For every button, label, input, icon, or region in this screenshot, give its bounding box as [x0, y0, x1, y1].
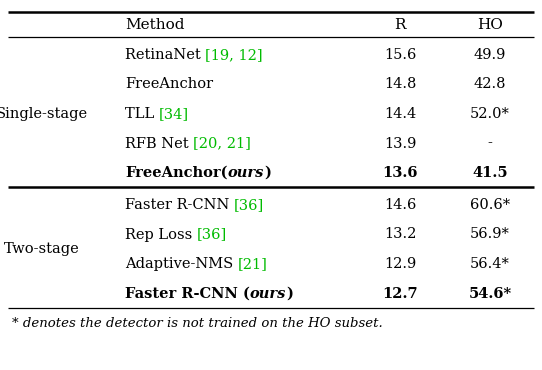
Text: 12.9: 12.9 — [384, 257, 416, 271]
Text: [19, 12]: [19, 12] — [205, 48, 263, 62]
Text: Faster R-CNN: Faster R-CNN — [125, 198, 234, 212]
Text: 54.6*: 54.6* — [468, 286, 512, 300]
Text: ours: ours — [228, 166, 264, 180]
Text: HO: HO — [477, 18, 503, 32]
Text: ): ) — [264, 166, 271, 180]
Text: 13.6: 13.6 — [382, 166, 418, 180]
Text: FreeAnchor(: FreeAnchor( — [125, 166, 228, 180]
Text: 49.9: 49.9 — [474, 48, 506, 62]
Text: 14.8: 14.8 — [384, 77, 416, 91]
Text: FreeAnchor: FreeAnchor — [125, 77, 213, 91]
Text: 41.5: 41.5 — [472, 166, 508, 180]
Text: 14.4: 14.4 — [384, 107, 416, 121]
Text: Rep Loss: Rep Loss — [125, 228, 197, 242]
Text: [36]: [36] — [234, 198, 264, 212]
Text: Two-stage: Two-stage — [4, 242, 80, 256]
Text: [21]: [21] — [238, 257, 268, 271]
Text: Method: Method — [125, 18, 184, 32]
Text: RFB Net: RFB Net — [125, 137, 193, 151]
Text: -: - — [488, 137, 493, 151]
Text: Adaptive-NMS: Adaptive-NMS — [125, 257, 238, 271]
Text: RetinaNet: RetinaNet — [125, 48, 205, 62]
Text: R: R — [394, 18, 406, 32]
Text: 12.7: 12.7 — [382, 286, 418, 300]
Text: ours: ours — [250, 286, 286, 300]
Text: 56.9*: 56.9* — [470, 228, 510, 242]
Text: ): ) — [286, 286, 293, 300]
Text: 13.9: 13.9 — [384, 137, 416, 151]
Text: * denotes the detector is not trained on the HO subset.: * denotes the detector is not trained on… — [12, 317, 383, 330]
Text: 56.4*: 56.4* — [470, 257, 510, 271]
Text: [20, 21]: [20, 21] — [193, 137, 251, 151]
Text: 42.8: 42.8 — [474, 77, 506, 91]
Text: 60.6*: 60.6* — [470, 198, 510, 212]
Text: 14.6: 14.6 — [384, 198, 416, 212]
Text: 52.0*: 52.0* — [470, 107, 510, 121]
Text: 13.2: 13.2 — [384, 228, 416, 242]
Text: TLL: TLL — [125, 107, 159, 121]
Text: [34]: [34] — [159, 107, 189, 121]
Text: Faster R-CNN (: Faster R-CNN ( — [125, 286, 250, 300]
Text: Single-stage: Single-stage — [0, 107, 88, 121]
Text: [36]: [36] — [197, 228, 227, 242]
Text: 15.6: 15.6 — [384, 48, 416, 62]
